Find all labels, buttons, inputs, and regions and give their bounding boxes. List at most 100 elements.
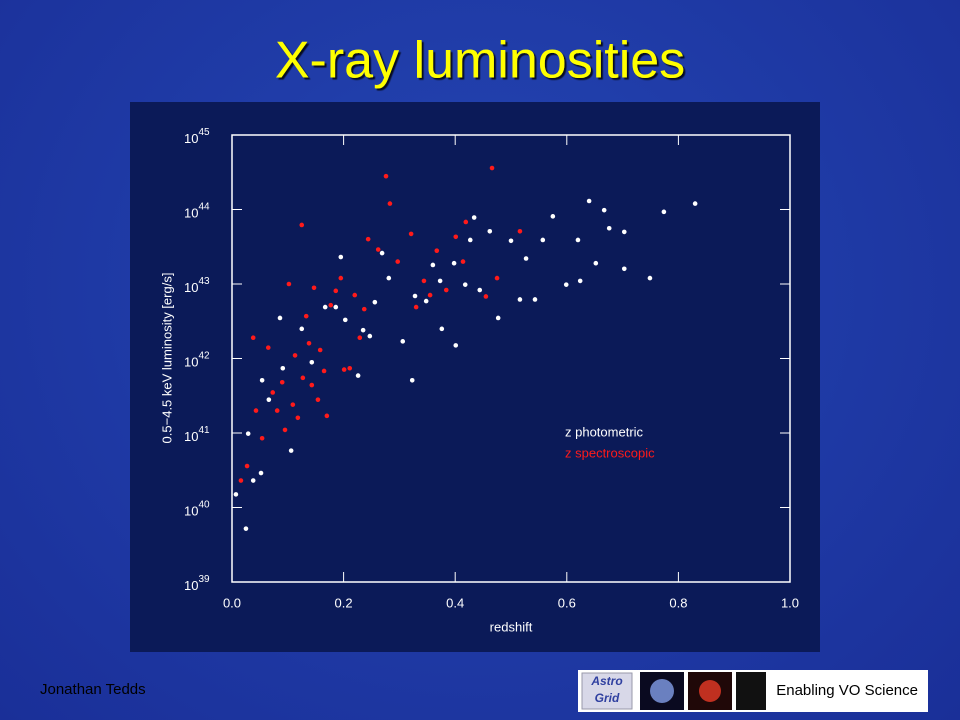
y-tick-exponent: 41 — [198, 425, 210, 436]
logo-grid — [581, 672, 633, 710]
logo-image — [650, 679, 674, 703]
x-axis-label: redshift — [490, 619, 533, 634]
point — [274, 408, 280, 413]
point — [286, 281, 292, 287]
point — [621, 266, 627, 272]
x-tick-label: 0.0 — [223, 595, 241, 610]
point — [647, 275, 653, 281]
point — [306, 340, 312, 346]
y-tick-base: 10 — [184, 206, 198, 221]
point — [259, 377, 265, 383]
point — [279, 379, 285, 385]
point — [311, 285, 317, 291]
point — [434, 248, 440, 253]
point — [360, 327, 366, 333]
point — [282, 427, 288, 433]
point — [375, 247, 381, 252]
point — [463, 219, 469, 225]
point — [342, 317, 348, 323]
point — [413, 304, 419, 310]
point — [379, 250, 385, 256]
point — [467, 237, 473, 243]
point — [357, 335, 363, 341]
point — [601, 207, 607, 213]
point — [288, 448, 294, 453]
point — [315, 397, 321, 402]
point — [233, 492, 239, 497]
point — [333, 288, 339, 294]
x-tick-label: 0.8 — [669, 595, 687, 610]
point — [250, 478, 256, 483]
point — [309, 359, 315, 365]
point — [453, 343, 459, 348]
point — [317, 347, 323, 353]
point — [489, 165, 495, 171]
point — [408, 231, 414, 237]
point — [477, 287, 483, 293]
point — [253, 408, 259, 413]
point — [244, 463, 250, 469]
logo-text: Grid — [595, 691, 620, 705]
point — [508, 238, 514, 244]
point — [300, 375, 306, 381]
x-tick-label: 0.6 — [558, 595, 576, 610]
point — [303, 313, 309, 319]
point — [550, 214, 556, 219]
point — [495, 315, 501, 321]
point — [437, 278, 443, 284]
y-tick-exponent: 39 — [198, 574, 210, 585]
point — [333, 304, 339, 310]
point — [575, 237, 581, 243]
point — [523, 256, 529, 261]
x-tick-label: 0.4 — [446, 595, 464, 610]
y-tick-label: 1040 — [184, 499, 210, 519]
point — [462, 282, 468, 287]
point — [324, 413, 330, 419]
point — [365, 236, 371, 242]
point — [383, 173, 389, 179]
point — [355, 373, 361, 378]
y-tick-base: 10 — [184, 280, 198, 295]
y-tick-label: 1039 — [184, 574, 210, 594]
point — [517, 228, 523, 234]
point — [265, 345, 271, 350]
x-tick-label: 0.2 — [335, 595, 353, 610]
x-tick-label: 1.0 — [781, 595, 799, 610]
point — [352, 292, 358, 298]
point — [400, 339, 406, 344]
point — [483, 294, 489, 299]
y-tick-base: 10 — [184, 355, 198, 370]
y-tick-base: 10 — [184, 131, 198, 146]
point — [387, 201, 393, 206]
point — [395, 259, 401, 264]
point — [563, 282, 569, 287]
y-tick-label: 1041 — [184, 425, 210, 445]
y-tick-label: 1045 — [184, 127, 210, 147]
point — [338, 275, 344, 281]
point — [322, 304, 328, 310]
point — [621, 229, 627, 235]
point — [423, 298, 429, 304]
y-tick-label: 1043 — [184, 276, 210, 296]
point — [421, 278, 427, 284]
point — [427, 292, 433, 298]
point — [386, 275, 392, 281]
y-tick-base: 10 — [184, 429, 198, 444]
point — [243, 526, 249, 531]
y-axis-label: 0.5−4.5 keV luminosity [erg/s] — [159, 273, 174, 444]
point — [259, 435, 265, 441]
point — [280, 365, 286, 371]
point — [277, 315, 283, 321]
legend-label: z spectroscopic — [565, 445, 655, 460]
y-tick-label: 1044 — [184, 201, 210, 221]
point — [266, 397, 272, 402]
point — [577, 278, 583, 284]
point — [250, 335, 256, 341]
y-tick-exponent: 44 — [198, 201, 210, 212]
point — [270, 390, 276, 395]
y-tick-base: 10 — [184, 504, 198, 519]
point — [367, 333, 373, 339]
point — [299, 222, 305, 228]
